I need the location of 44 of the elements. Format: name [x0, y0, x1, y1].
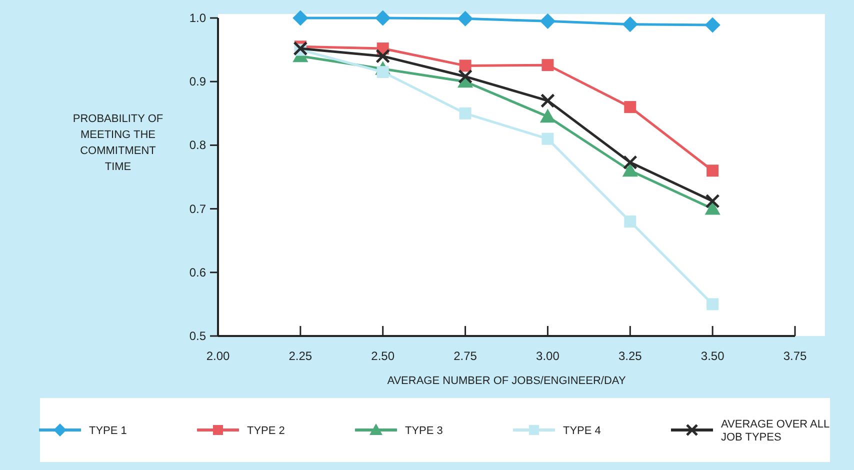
point [706, 164, 719, 177]
point [704, 201, 720, 215]
point [457, 10, 474, 26]
y-tick-label: 0.9 [189, 74, 206, 89]
y-tick-label: 0.5 [189, 329, 206, 343]
point [292, 10, 308, 26]
point [622, 162, 638, 177]
point [624, 101, 636, 114]
y-axis-title: PROBABILITY OF MEETING THE COMMITMENT TIME [72, 113, 164, 173]
x-tick-label: 2.50 [371, 349, 395, 363]
x-tick-label: 3.75 [783, 349, 807, 363]
x-tick-label: 3.00 [536, 349, 560, 363]
x-tick-label: 3.50 [700, 349, 725, 363]
x-axis-title: AVERAGE NUMBER OF JOBS/ENGINEER/DAY [387, 375, 626, 387]
point [704, 17, 720, 33]
point [542, 59, 554, 72]
point [376, 66, 389, 78]
point [540, 108, 556, 123]
point [622, 16, 638, 32]
point [540, 93, 555, 108]
point [705, 194, 720, 208]
point [376, 48, 390, 64]
point [706, 298, 719, 310]
point [375, 10, 391, 26]
point [540, 13, 556, 29]
legend-label: TYPE 4 [563, 425, 601, 437]
x-tick-label: 2.75 [454, 349, 478, 363]
legend-label: TYPE 1 [89, 425, 127, 437]
point [459, 107, 472, 120]
x-tick-label: 2.00 [206, 349, 230, 363]
point [542, 132, 554, 145]
point [624, 216, 636, 228]
y-tick-label: 0.6 [189, 265, 206, 280]
point [459, 60, 472, 72]
legend-label: TYPE 2 [247, 425, 285, 437]
x-tick-label: 2.25 [288, 349, 312, 363]
x-tick-label: 3.25 [618, 349, 642, 363]
legend-label: AVERAGE OVER ALL JOB TYPES [721, 418, 830, 444]
y-tick-label: 0.7 [189, 202, 206, 216]
point [622, 155, 638, 170]
legend-label: TYPE 3 [405, 425, 443, 437]
y-tick-label: 0.8 [189, 138, 206, 152]
y-tick-label: 1.0 [189, 11, 206, 25]
point [458, 69, 473, 84]
